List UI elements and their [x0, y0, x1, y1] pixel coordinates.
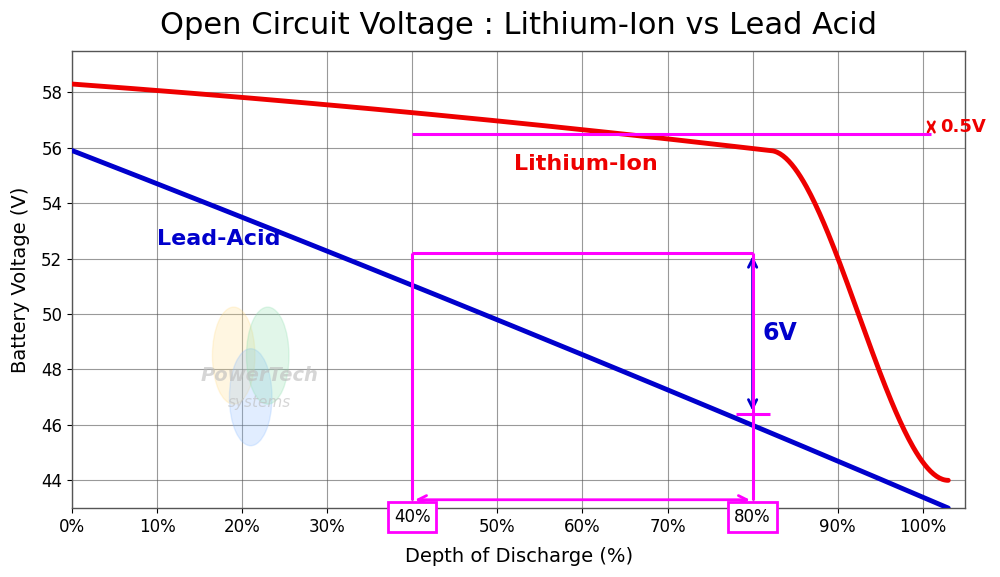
Ellipse shape: [212, 307, 255, 404]
Text: Lead-Acid: Lead-Acid: [157, 228, 281, 249]
Text: PowerTech: PowerTech: [200, 365, 318, 384]
Text: systems: systems: [228, 395, 291, 410]
Text: 80%: 80%: [734, 508, 771, 526]
Title: Open Circuit Voltage : Lithium-Ion vs Lead Acid: Open Circuit Voltage : Lithium-Ion vs Le…: [160, 11, 877, 40]
Ellipse shape: [246, 307, 289, 404]
Ellipse shape: [229, 349, 272, 445]
Text: 6V: 6V: [763, 321, 798, 346]
Y-axis label: Battery Voltage (V): Battery Voltage (V): [11, 186, 30, 373]
Text: Lithium-Ion: Lithium-Ion: [514, 154, 658, 174]
Text: 0.5V: 0.5V: [940, 118, 986, 136]
X-axis label: Depth of Discharge (%): Depth of Discharge (%): [405, 547, 633, 566]
Text: 40%: 40%: [394, 508, 431, 526]
